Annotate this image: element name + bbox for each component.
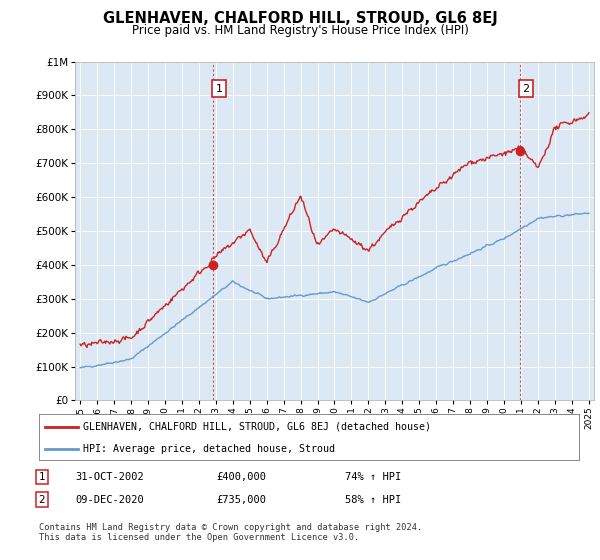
Text: £400,000: £400,000 bbox=[216, 472, 266, 482]
Text: 2: 2 bbox=[38, 494, 46, 505]
Text: 74% ↑ HPI: 74% ↑ HPI bbox=[345, 472, 401, 482]
Text: 1: 1 bbox=[215, 83, 223, 94]
Text: 2: 2 bbox=[523, 83, 530, 94]
Text: GLENHAVEN, CHALFORD HILL, STROUD, GL6 8EJ (detached house): GLENHAVEN, CHALFORD HILL, STROUD, GL6 8E… bbox=[83, 422, 431, 432]
Text: Contains HM Land Registry data © Crown copyright and database right 2024.
This d: Contains HM Land Registry data © Crown c… bbox=[39, 523, 422, 543]
Text: GLENHAVEN, CHALFORD HILL, STROUD, GL6 8EJ: GLENHAVEN, CHALFORD HILL, STROUD, GL6 8E… bbox=[103, 11, 497, 26]
Text: 09-DEC-2020: 09-DEC-2020 bbox=[75, 494, 144, 505]
Text: 31-OCT-2002: 31-OCT-2002 bbox=[75, 472, 144, 482]
Text: Price paid vs. HM Land Registry's House Price Index (HPI): Price paid vs. HM Land Registry's House … bbox=[131, 24, 469, 36]
Text: HPI: Average price, detached house, Stroud: HPI: Average price, detached house, Stro… bbox=[83, 444, 335, 454]
Text: 1: 1 bbox=[38, 472, 46, 482]
Text: £735,000: £735,000 bbox=[216, 494, 266, 505]
Text: 58% ↑ HPI: 58% ↑ HPI bbox=[345, 494, 401, 505]
